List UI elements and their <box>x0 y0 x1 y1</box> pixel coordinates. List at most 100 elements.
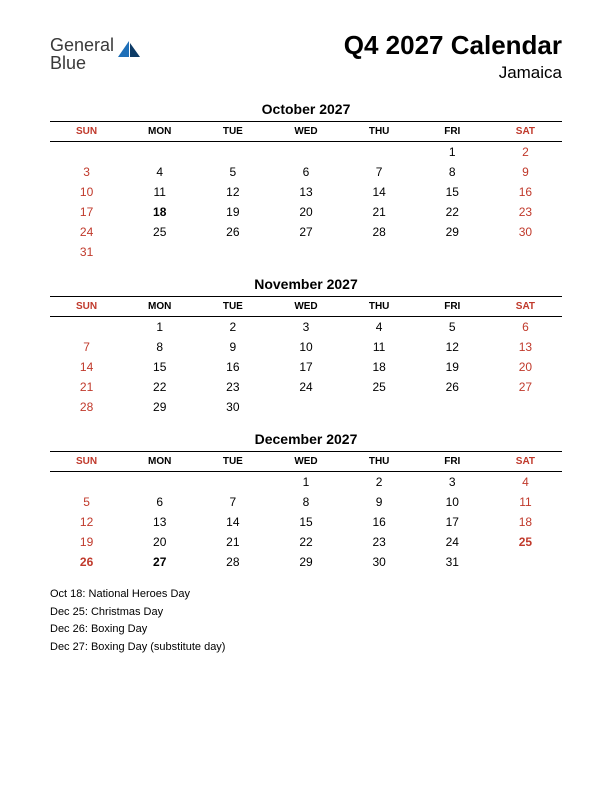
day-cell: 16 <box>489 182 562 202</box>
day-header: TUE <box>196 297 269 317</box>
day-header: SAT <box>489 122 562 142</box>
day-cell: 25 <box>123 222 196 242</box>
day-cell: 16 <box>343 512 416 532</box>
day-cell: 14 <box>343 182 416 202</box>
page-title: Q4 2027 Calendar <box>344 30 562 61</box>
day-header: FRI <box>416 452 489 472</box>
day-cell: 3 <box>416 472 489 493</box>
day-cell: 6 <box>123 492 196 512</box>
day-cell: 26 <box>196 222 269 242</box>
day-cell: 5 <box>50 492 123 512</box>
day-cell: 28 <box>196 552 269 572</box>
day-cell: 31 <box>416 552 489 572</box>
month-name: November 2027 <box>50 276 562 292</box>
day-cell: 11 <box>123 182 196 202</box>
day-header: FRI <box>416 122 489 142</box>
day-cell: 13 <box>123 512 196 532</box>
calendar-page: General Blue Q4 2027 Calendar Jamaica Oc… <box>0 0 612 676</box>
day-cell: 21 <box>196 532 269 552</box>
month-block: November 2027SUNMONTUEWEDTHUFRISAT123456… <box>50 276 562 417</box>
day-cell: 18 <box>123 202 196 222</box>
empty-cell <box>196 472 269 493</box>
day-cell: 22 <box>123 377 196 397</box>
empty-cell <box>50 142 123 163</box>
day-cell: 3 <box>269 317 342 338</box>
calendar-table: SUNMONTUEWEDTHUFRISAT1234567891011121314… <box>50 296 562 417</box>
day-cell: 7 <box>50 337 123 357</box>
day-cell: 14 <box>50 357 123 377</box>
day-cell: 8 <box>123 337 196 357</box>
holiday-entry: Dec 26: Boxing Day <box>50 621 562 639</box>
day-cell: 24 <box>50 222 123 242</box>
day-cell: 26 <box>50 552 123 572</box>
day-cell: 6 <box>489 317 562 338</box>
day-cell: 9 <box>196 337 269 357</box>
logo-text-2: Blue <box>50 54 114 72</box>
day-cell: 14 <box>196 512 269 532</box>
day-cell: 8 <box>269 492 342 512</box>
day-cell: 5 <box>416 317 489 338</box>
empty-cell <box>416 242 489 262</box>
day-header: SUN <box>50 452 123 472</box>
day-cell: 3 <box>50 162 123 182</box>
day-cell: 22 <box>269 532 342 552</box>
day-header: SUN <box>50 122 123 142</box>
day-cell: 1 <box>416 142 489 163</box>
day-header: THU <box>343 297 416 317</box>
day-cell: 6 <box>269 162 342 182</box>
empty-cell <box>123 242 196 262</box>
empty-cell <box>343 397 416 417</box>
day-header: WED <box>269 452 342 472</box>
empty-cell <box>123 142 196 163</box>
day-cell: 8 <box>416 162 489 182</box>
day-cell: 4 <box>343 317 416 338</box>
day-cell: 27 <box>123 552 196 572</box>
day-header: TUE <box>196 452 269 472</box>
day-cell: 11 <box>343 337 416 357</box>
day-cell: 19 <box>196 202 269 222</box>
day-cell: 16 <box>196 357 269 377</box>
day-cell: 18 <box>343 357 416 377</box>
empty-cell <box>196 242 269 262</box>
title-block: Q4 2027 Calendar Jamaica <box>344 30 562 83</box>
day-header: MON <box>123 122 196 142</box>
empty-cell <box>50 317 123 338</box>
day-header: WED <box>269 122 342 142</box>
empty-cell <box>269 397 342 417</box>
day-cell: 1 <box>123 317 196 338</box>
day-cell: 23 <box>196 377 269 397</box>
day-header: SAT <box>489 297 562 317</box>
page-subtitle: Jamaica <box>344 63 562 83</box>
day-cell: 22 <box>416 202 489 222</box>
day-cell: 30 <box>489 222 562 242</box>
day-header: FRI <box>416 297 489 317</box>
day-header: SAT <box>489 452 562 472</box>
day-cell: 25 <box>343 377 416 397</box>
empty-cell <box>196 142 269 163</box>
day-cell: 9 <box>489 162 562 182</box>
day-cell: 24 <box>416 532 489 552</box>
month-name: December 2027 <box>50 431 562 447</box>
empty-cell <box>489 552 562 572</box>
holidays-list: Oct 18: National Heroes DayDec 25: Chris… <box>50 586 562 656</box>
calendar-table: SUNMONTUEWEDTHUFRISAT1234567891011121314… <box>50 121 562 262</box>
empty-cell <box>50 472 123 493</box>
day-cell: 4 <box>489 472 562 493</box>
empty-cell <box>489 397 562 417</box>
day-cell: 15 <box>416 182 489 202</box>
day-cell: 19 <box>416 357 489 377</box>
day-cell: 28 <box>50 397 123 417</box>
day-cell: 2 <box>343 472 416 493</box>
day-header: THU <box>343 452 416 472</box>
day-cell: 15 <box>123 357 196 377</box>
day-cell: 12 <box>50 512 123 532</box>
logo-sail-icon <box>118 41 140 57</box>
day-cell: 31 <box>50 242 123 262</box>
day-header: TUE <box>196 122 269 142</box>
day-cell: 9 <box>343 492 416 512</box>
empty-cell <box>416 397 489 417</box>
day-cell: 7 <box>343 162 416 182</box>
empty-cell <box>269 142 342 163</box>
day-cell: 2 <box>489 142 562 163</box>
logo: General Blue <box>50 36 140 72</box>
